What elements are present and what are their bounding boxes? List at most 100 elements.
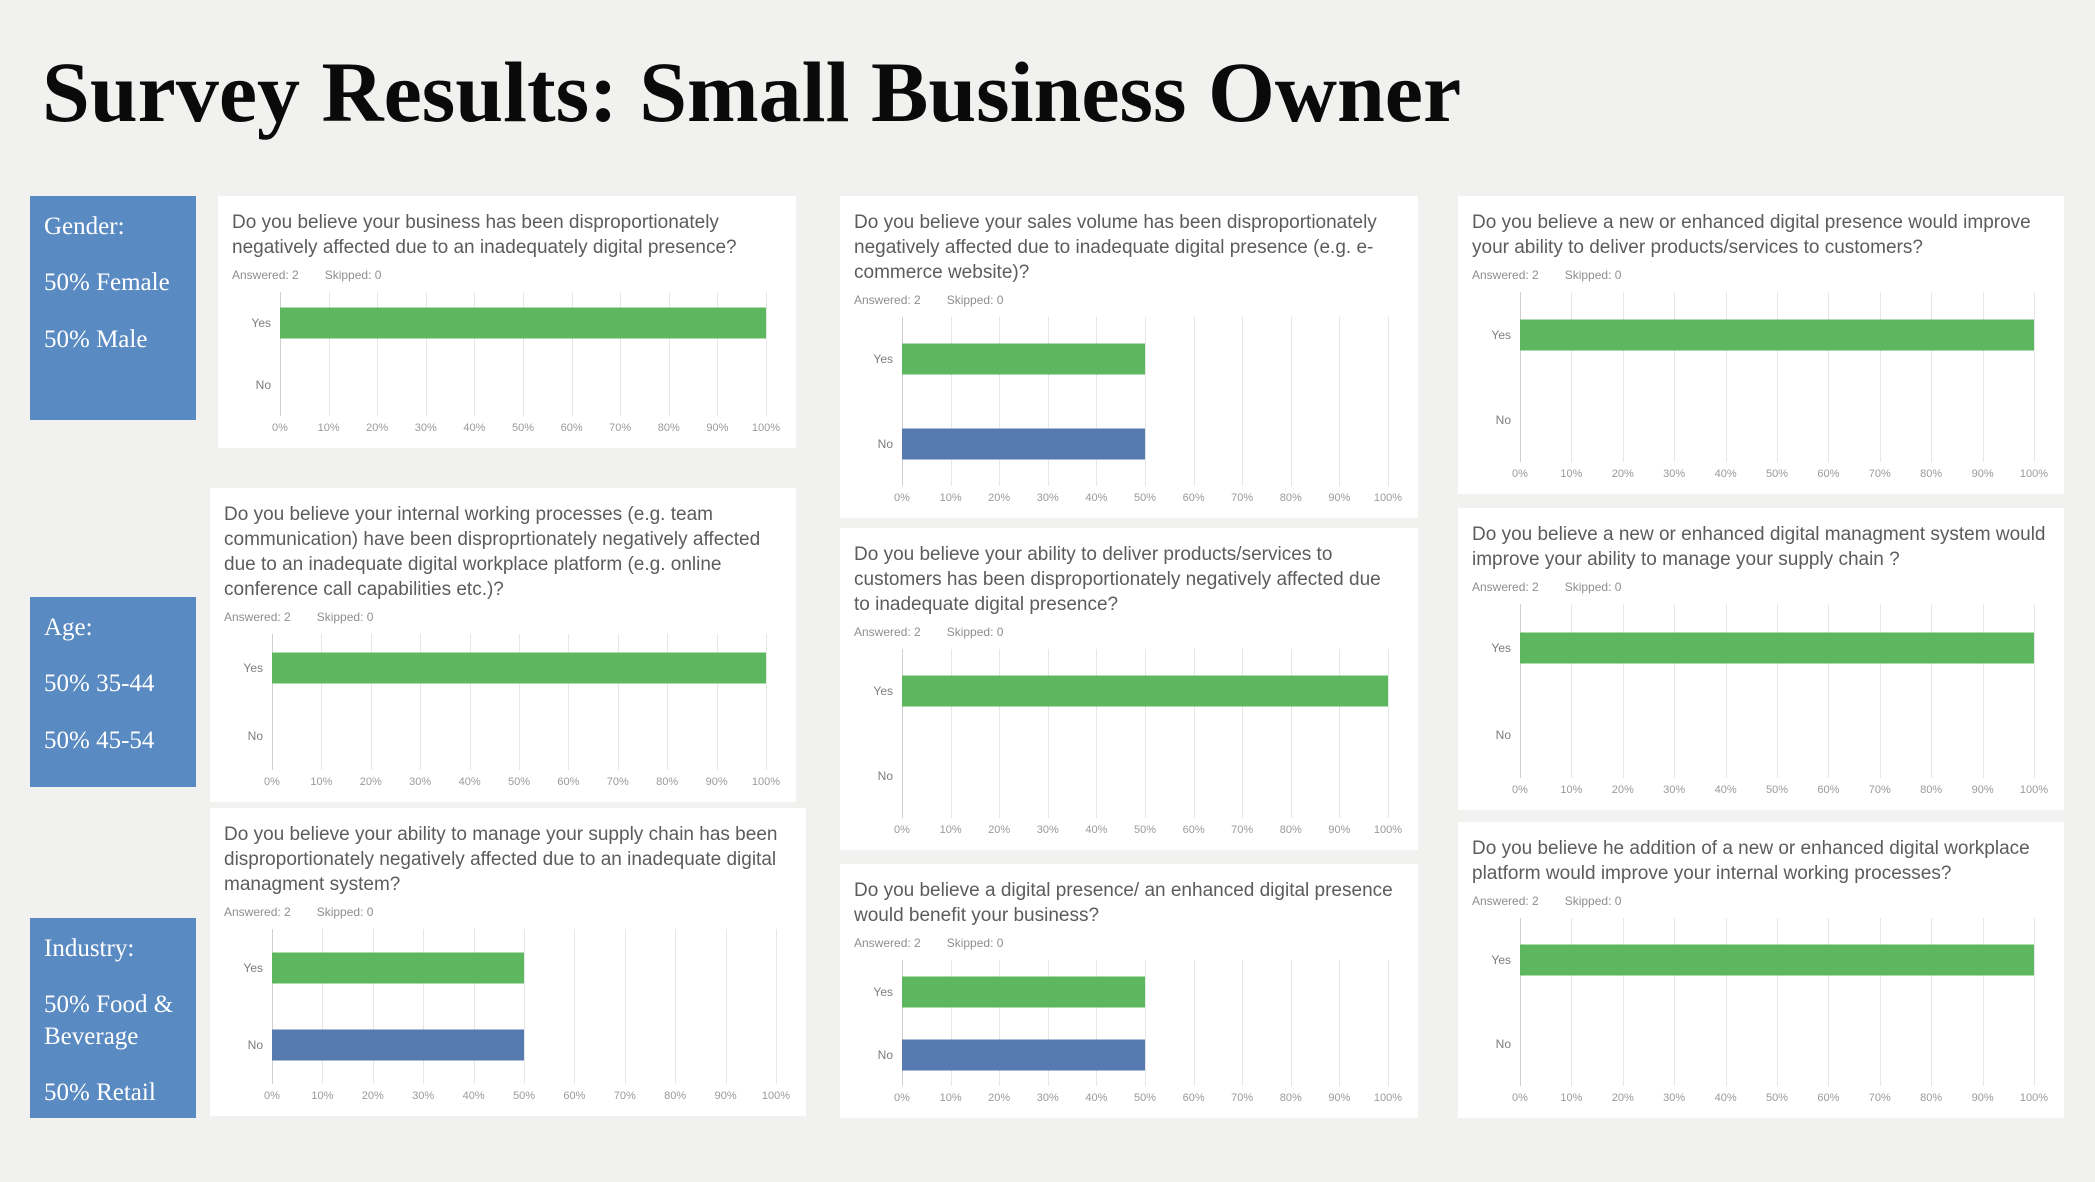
chart-row: No bbox=[1472, 377, 2046, 462]
chart-row: No bbox=[224, 702, 778, 770]
x-axis: 0% 10% 20% 30% 40% 50% 60% 70% 80% 90% 100% bbox=[232, 416, 780, 438]
x-tick-label: 0% bbox=[272, 422, 288, 434]
x-tick-label: 10% bbox=[1560, 468, 1583, 480]
x-tick-label: 60% bbox=[1182, 824, 1205, 837]
x-tick-label: 30% bbox=[409, 776, 432, 788]
x-tick-label: 90% bbox=[705, 776, 728, 788]
chart-row: Yes bbox=[224, 929, 788, 1006]
x-tick-label: 40% bbox=[462, 1090, 485, 1103]
answered-count: Answered: 2 bbox=[1472, 580, 1539, 595]
x-tick-label: 90% bbox=[1971, 784, 1994, 796]
chart-question: Do you believe a digital presence/ an en… bbox=[854, 880, 1393, 927]
x-tick-label: 40% bbox=[458, 776, 481, 788]
x-tick-label: 60% bbox=[1817, 784, 1840, 796]
x-tick-label: 100% bbox=[751, 776, 781, 788]
answered-count: Answered: 2 bbox=[1472, 268, 1539, 283]
demographics-box-age: Age: 50% 35-44 50% 45-54 bbox=[30, 597, 196, 787]
skipped-count: Skipped: 0 bbox=[1564, 580, 1622, 595]
category-label: No bbox=[247, 729, 263, 744]
chart-question: Do you believe he addition of a new or e… bbox=[1472, 838, 2030, 885]
category-label: Yes bbox=[873, 352, 893, 367]
answered-count: Answered: 2 bbox=[1472, 894, 1539, 909]
skipped-count: Skipped: 0 bbox=[946, 293, 1004, 308]
x-tick-label: 60% bbox=[563, 1090, 586, 1103]
x-tick-label: 60% bbox=[560, 422, 583, 434]
category-label: Yes bbox=[243, 661, 263, 676]
x-tick-label: 50% bbox=[1133, 492, 1157, 505]
demographics-line: 50% Food & Beverage bbox=[44, 991, 174, 1050]
x-tick-label: 20% bbox=[988, 492, 1011, 505]
x-tick-label: 20% bbox=[361, 1090, 384, 1103]
x-tick-label: 70% bbox=[1868, 1092, 1891, 1104]
bar-no bbox=[902, 1039, 1145, 1071]
chart-meta: Answered: 2 Skipped: 0 bbox=[1472, 268, 2046, 282]
x-tick-label: 80% bbox=[1920, 1092, 1943, 1104]
x-tick-label: 90% bbox=[1971, 468, 1994, 480]
x-tick-label: 80% bbox=[657, 422, 680, 434]
category-label: No bbox=[877, 436, 893, 451]
x-tick-label: 90% bbox=[706, 422, 729, 434]
category-label: No bbox=[1495, 412, 1511, 427]
bar-chart: Yes No 0% 10% 20% 30% 40% 50% 60% 70% 80% 90% 100% bbox=[854, 309, 1402, 508]
x-tick-label: 80% bbox=[1279, 492, 1302, 505]
bar-track bbox=[280, 354, 766, 416]
bar-chart: Yes No 0% 10% 20% 30% 40% 50% 60% 70% 80% 90% 100% bbox=[1472, 910, 2049, 1108]
x-tick-label: 90% bbox=[1328, 824, 1351, 837]
demographics-line: 50% 35-44 bbox=[44, 670, 155, 698]
chart-row: No bbox=[1472, 1002, 2046, 1086]
x-tick-label: 10% bbox=[1560, 784, 1583, 796]
answered-count: Answered: 2 bbox=[854, 625, 921, 640]
x-tick-label: 90% bbox=[714, 1090, 737, 1103]
bar-track bbox=[1520, 604, 2034, 691]
x-axis: 0% 10% 20% 30% 40% 50% 60% 70% 80% 90% 100% bbox=[854, 1086, 1403, 1108]
x-tick-label: 10% bbox=[310, 776, 333, 788]
x-tick-label: 40% bbox=[1714, 1092, 1737, 1104]
chart-question: Do you believe a new or enhanced digital… bbox=[1472, 524, 2046, 571]
demographics-line: 50% Male bbox=[44, 325, 148, 353]
x-tick-label: 100% bbox=[1373, 1092, 1403, 1104]
chart-question: Do you believe your internal working pro… bbox=[224, 504, 761, 601]
bar-track bbox=[1520, 691, 2034, 778]
chart-row: No bbox=[854, 402, 1400, 486]
x-tick-label: 80% bbox=[1279, 824, 1302, 837]
x-tick-label: 60% bbox=[557, 776, 580, 788]
chart-question: Do you believe your sales volume has bee… bbox=[854, 212, 1377, 284]
x-axis: 0% 10% 20% 30% 40% 50% 60% 70% 80% 90% 100% bbox=[854, 818, 1402, 840]
x-tick-label: 70% bbox=[1868, 468, 1891, 480]
x-tick-label: 100% bbox=[2019, 1092, 2049, 1104]
x-tick-label: 10% bbox=[1560, 1092, 1583, 1104]
skipped-count: Skipped: 0 bbox=[316, 610, 374, 625]
x-axis: 0% 10% 20% 30% 40% 50% 60% 70% 80% 90% 100% bbox=[224, 1084, 790, 1106]
skipped-count: Skipped: 0 bbox=[324, 268, 382, 283]
x-axis: 0% 10% 20% 30% 40% 50% 60% 70% 80% 90% 100% bbox=[224, 770, 781, 792]
skipped-count: Skipped: 0 bbox=[946, 936, 1004, 951]
chart-card-supply-chain-affected: Do you believe your ability to manage yo… bbox=[210, 808, 806, 1116]
chart-card-system-improve-supply-chain: Do you believe a new or enhanced digital… bbox=[1458, 508, 2064, 810]
demographics-line: 50% Retail bbox=[44, 1078, 156, 1106]
x-tick-label: 90% bbox=[1328, 492, 1351, 505]
bar-track bbox=[1520, 377, 2034, 462]
category-label: No bbox=[877, 768, 893, 783]
category-label: Yes bbox=[1491, 953, 1511, 968]
bar-yes bbox=[902, 675, 1388, 707]
chart-card-platform-improve-processes: Do you believe he addition of a new or e… bbox=[1458, 822, 2064, 1118]
x-axis: 0% 10% 20% 30% 40% 50% 60% 70% 80% 90% 100% bbox=[1472, 778, 2049, 800]
category-label: No bbox=[877, 1047, 893, 1062]
category-label: No bbox=[247, 1038, 263, 1053]
bar-track bbox=[902, 317, 1388, 401]
bar-track bbox=[280, 292, 766, 354]
answered-count: Answered: 2 bbox=[854, 293, 921, 308]
chart-row: Yes bbox=[232, 292, 778, 354]
x-tick-label: 100% bbox=[2019, 784, 2049, 796]
bar-no bbox=[272, 1029, 524, 1061]
chart-meta: Answered: 2 Skipped: 0 bbox=[224, 905, 788, 919]
x-tick-label: 40% bbox=[1714, 468, 1737, 480]
x-tick-label: 60% bbox=[1182, 492, 1205, 505]
answered-count: Answered: 2 bbox=[854, 936, 921, 951]
x-tick-label: 50% bbox=[507, 776, 531, 788]
chart-meta: Answered: 2 Skipped: 0 bbox=[1472, 894, 2046, 908]
x-tick-label: 50% bbox=[1765, 468, 1789, 480]
chart-question: Do you believe your ability to deliver p… bbox=[854, 544, 1381, 616]
chart-card-business-affected: Do you believe your business has been di… bbox=[218, 196, 796, 448]
x-tick-label: 80% bbox=[1279, 1092, 1302, 1104]
